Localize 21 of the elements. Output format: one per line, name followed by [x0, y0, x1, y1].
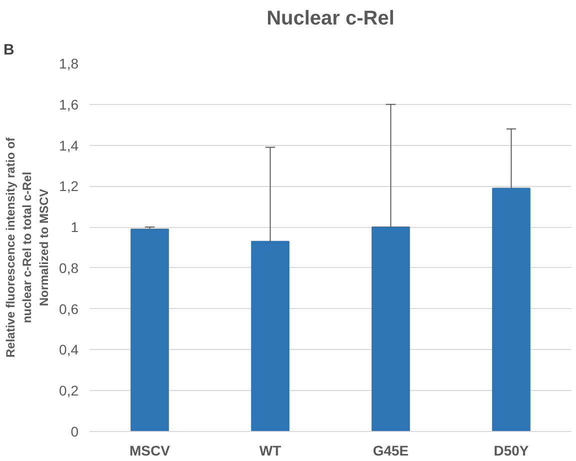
y-tick-label: 0,8 — [59, 260, 79, 276]
y-tick-label: 0,2 — [59, 382, 79, 399]
x-tick-label: WT — [259, 442, 282, 458]
y-tick-label: 0 — [70, 424, 79, 440]
bar — [372, 226, 410, 432]
y-tick-label: 0,4 — [59, 342, 79, 358]
text: B — [4, 42, 14, 58]
y-tick-label: 1,4 — [59, 137, 79, 154]
y-tick-label: 1 — [70, 219, 79, 236]
y-tick-label: 1,2 — [59, 178, 79, 194]
bar — [492, 188, 530, 432]
x-tick-label: G45E — [372, 442, 409, 458]
x-tick-label: MSCV — [130, 442, 171, 458]
chart-title: Nuclear c-Rel — [266, 8, 394, 30]
bar — [251, 240, 290, 432]
y-tick-label: 1,8 — [59, 56, 79, 72]
y-tick-label: 1,6 — [59, 96, 79, 112]
x-tick-label: D50Y — [494, 442, 530, 458]
y-axis-title: Relative fluorescence intensity ratio of nuclear c-Rel to total c-Rel Normalized to MSCV — [3, 136, 52, 358]
y-tick-label: 0,6 — [59, 300, 79, 317]
bar — [130, 228, 169, 432]
